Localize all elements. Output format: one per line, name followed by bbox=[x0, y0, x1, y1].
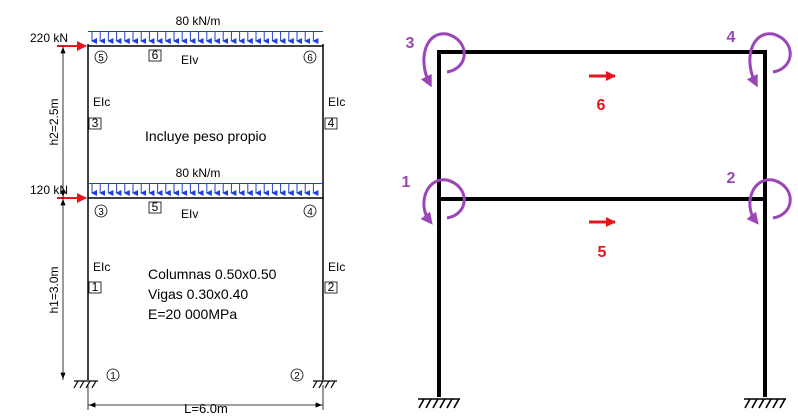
rotation-3-icon bbox=[420, 32, 466, 88]
distributed-load-mid bbox=[88, 183, 323, 196]
right-frame-left-support-icon bbox=[418, 398, 460, 409]
node-3: 3 bbox=[98, 207, 104, 218]
load-top-label: 80 kN/m bbox=[176, 14, 221, 28]
dof-3-label: 3 bbox=[406, 35, 415, 52]
element-2: 2 bbox=[328, 280, 335, 294]
load-mid-label: 80 kN/m bbox=[176, 166, 221, 180]
force-top-label: 220 kN bbox=[30, 31, 68, 45]
element-5: 5 bbox=[152, 200, 159, 214]
elv-label-6: EIv bbox=[181, 53, 198, 67]
rotation-2-icon bbox=[746, 178, 792, 225]
dimension-lines bbox=[60, 46, 324, 410]
element-4: 4 bbox=[328, 116, 335, 130]
dof-5-label: 5 bbox=[598, 244, 607, 261]
rotation-4-icon bbox=[746, 32, 792, 88]
left-frame-members bbox=[87, 44, 324, 380]
left-support-icon bbox=[73, 380, 98, 389]
element-3: 3 bbox=[92, 116, 99, 130]
right-frame-right-support-icon bbox=[744, 398, 786, 409]
node-1: 1 bbox=[110, 371, 116, 382]
element-6: 6 bbox=[152, 48, 159, 62]
dof-6-label: 6 bbox=[597, 97, 606, 114]
element-boxes bbox=[88, 49, 338, 294]
dof-2-label: 2 bbox=[727, 170, 736, 187]
left-frame: 80 kN/m 80 kN/m 220 kN 120 kN h2=2.5m h1… bbox=[30, 14, 345, 416]
right-frame: 3 4 1 2 6 5 bbox=[402, 29, 792, 409]
dof-4-label: 4 bbox=[727, 29, 736, 46]
node-2: 2 bbox=[294, 371, 300, 382]
elc-label-4: EIc bbox=[328, 95, 345, 109]
elc-label-2: EIc bbox=[328, 260, 345, 274]
dof-1-label: 1 bbox=[402, 174, 411, 191]
node-4: 4 bbox=[307, 207, 313, 218]
node-6: 6 bbox=[307, 53, 313, 64]
node-circles bbox=[94, 50, 317, 382]
span-label: L=6.0m bbox=[184, 401, 228, 416]
right-frame-members bbox=[437, 50, 767, 397]
h1-label: h1=3.0m bbox=[47, 266, 61, 313]
beams-note: Vigas 0.30x0.40 bbox=[148, 286, 248, 302]
columns-note: Columnas 0.50x0.50 bbox=[148, 266, 277, 282]
h2-label: h2=2.5m bbox=[47, 98, 61, 145]
modulus-note: E=20 000MPa bbox=[148, 306, 237, 322]
rotation-1-icon bbox=[420, 178, 466, 225]
distributed-load-top bbox=[88, 31, 323, 44]
elc-label-1: EIc bbox=[93, 260, 110, 274]
elc-label-3: EIc bbox=[93, 95, 110, 109]
right-support-icon bbox=[312, 380, 337, 389]
elv-label-5: EIv bbox=[181, 207, 198, 221]
force-mid-label: 120 kN bbox=[30, 183, 68, 197]
self-weight-note: Incluye peso propio bbox=[145, 128, 267, 144]
element-1: 1 bbox=[92, 280, 99, 294]
node-5: 5 bbox=[98, 53, 104, 64]
